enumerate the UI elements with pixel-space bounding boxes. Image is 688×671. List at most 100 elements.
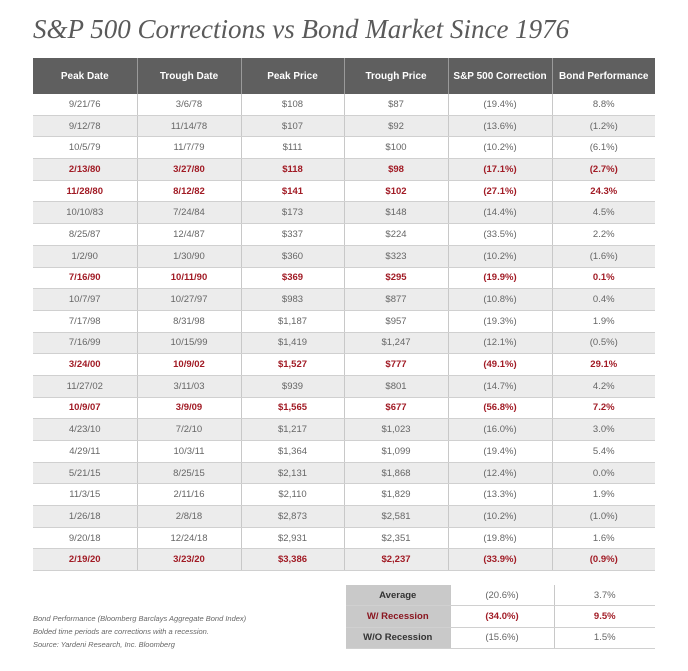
cell-peak-date: 7/16/99 xyxy=(33,332,138,355)
cell-sp500-correction: (13.3%) xyxy=(448,483,553,507)
cell-sp500-correction: (19.8%) xyxy=(448,527,553,550)
cell-trough-price: $323 xyxy=(344,245,449,268)
cell-peak-price: $3,386 xyxy=(241,548,345,572)
table-row: 10/7/97 10/27/97 $983 $877 (10.8%) 0.4% xyxy=(33,288,655,311)
cell-trough-date: 1/30/90 xyxy=(137,245,242,268)
cell-trough-date: 11/14/78 xyxy=(137,115,242,138)
summary-label: Average xyxy=(346,585,451,607)
cell-peak-date: 7/17/98 xyxy=(33,310,138,333)
table-row: 2/19/20 3/23/20 $3,386 $2,237 (33.9%) (0.9%) xyxy=(33,548,655,572)
cell-trough-date: 12/4/87 xyxy=(137,223,242,246)
cell-peak-price: $337 xyxy=(241,223,345,246)
table-row: 10/10/83 7/24/84 $173 $148 (14.4%) 4.5% xyxy=(33,201,655,225)
cell-bond-performance: (1.6%) xyxy=(552,245,655,268)
cell-peak-price: $141 xyxy=(241,180,345,203)
cell-trough-price: $1,023 xyxy=(344,418,449,441)
cell-peak-price: $2,873 xyxy=(241,505,345,528)
table-row: 11/3/15 2/11/16 $2,110 $1,829 (13.3%) 1.9% xyxy=(33,483,655,507)
table-row: 1/26/18 2/8/18 $2,873 $2,581 (10.2%) (1.0%) xyxy=(33,505,655,528)
cell-peak-date: 11/28/80 xyxy=(33,180,138,203)
cell-bond-performance: 1.9% xyxy=(552,310,655,333)
cell-peak-price: $118 xyxy=(241,158,345,181)
cell-trough-price: $148 xyxy=(344,201,449,225)
corrections-table: Peak Date Trough Date Peak Price Trough … xyxy=(33,58,655,572)
table-row: 7/17/98 8/31/98 $1,187 $957 (19.3%) 1.9% xyxy=(33,310,655,333)
cell-trough-date: 10/9/02 xyxy=(137,353,242,376)
table-row: 1/2/90 1/30/90 $360 $323 (10.2%) (1.6%) xyxy=(33,245,655,268)
table-row: 11/28/80 8/12/82 $141 $102 (27.1%) 24.3% xyxy=(33,180,655,203)
cell-bond-performance: 29.1% xyxy=(552,353,655,376)
cell-sp500-correction: (10.2%) xyxy=(448,505,553,528)
summary-bond: 3.7% xyxy=(554,585,655,607)
cell-trough-price: $957 xyxy=(344,310,449,333)
cell-peak-date: 1/26/18 xyxy=(33,505,138,528)
table-row: 9/20/18 12/24/18 $2,931 $2,351 (19.8%) 1.6% xyxy=(33,527,655,550)
footnote-recession: Bolded time periods are corrections with… xyxy=(33,627,209,636)
table-row: 7/16/99 10/15/99 $1,419 $1,247 (12.1%) (0.5%) xyxy=(33,332,655,355)
column-header-peak-date: Peak Date xyxy=(33,58,138,94)
cell-peak-price: $983 xyxy=(241,288,345,311)
cell-peak-date: 4/23/10 xyxy=(33,418,138,441)
cell-bond-performance: 1.9% xyxy=(552,483,655,507)
cell-sp500-correction: (27.1%) xyxy=(448,180,553,203)
cell-trough-price: $1,868 xyxy=(344,462,449,485)
cell-sp500-correction: (10.8%) xyxy=(448,288,553,311)
summary-table: Average (20.6%) 3.7% W/ Recession (34.0%) 9.5… xyxy=(346,585,655,649)
column-header-trough-date: Trough Date xyxy=(137,58,242,94)
cell-trough-date: 3/27/80 xyxy=(137,158,242,181)
cell-peak-price: $111 xyxy=(241,136,345,160)
cell-peak-date: 10/9/07 xyxy=(33,397,138,420)
cell-sp500-correction: (10.2%) xyxy=(448,136,553,160)
cell-trough-price: $777 xyxy=(344,353,449,376)
summary-bond: 1.5% xyxy=(554,627,655,649)
cell-trough-price: $224 xyxy=(344,223,449,246)
cell-bond-performance: 4.5% xyxy=(552,201,655,225)
cell-sp500-correction: (19.3%) xyxy=(448,310,553,333)
cell-trough-date: 3/23/20 xyxy=(137,548,242,572)
cell-trough-date: 8/25/15 xyxy=(137,462,242,485)
cell-peak-date: 5/21/15 xyxy=(33,462,138,485)
cell-bond-performance: 2.2% xyxy=(552,223,655,246)
cell-peak-price: $173 xyxy=(241,201,345,225)
cell-trough-price: $1,247 xyxy=(344,332,449,355)
table-header-row: Peak Date Trough Date Peak Price Trough … xyxy=(33,58,655,94)
cell-bond-performance: 5.4% xyxy=(552,440,655,463)
cell-peak-date: 1/2/90 xyxy=(33,245,138,268)
cell-peak-price: $108 xyxy=(241,94,345,116)
cell-sp500-correction: (19.4%) xyxy=(448,440,553,463)
cell-sp500-correction: (14.4%) xyxy=(448,201,553,225)
cell-bond-performance: 7.2% xyxy=(552,397,655,420)
page-title: S&P 500 Corrections vs Bond Market Since… xyxy=(33,14,570,44)
cell-bond-performance: 0.0% xyxy=(552,462,655,485)
cell-peak-date: 2/19/20 xyxy=(33,548,138,572)
table-row: 10/5/79 11/7/79 $111 $100 (10.2%) (6.1%) xyxy=(33,136,655,160)
summary-row: W/O Recession (15.6%) 1.5% xyxy=(346,627,655,649)
summary-row: Average (20.6%) 3.7% xyxy=(346,585,655,607)
column-header-trough-price: Trough Price xyxy=(344,58,449,94)
cell-sp500-correction: (49.1%) xyxy=(448,353,553,376)
cell-peak-date: 10/7/97 xyxy=(33,288,138,311)
cell-sp500-correction: (19.4%) xyxy=(448,94,553,116)
cell-bond-performance: (0.5%) xyxy=(552,332,655,355)
cell-trough-date: 10/27/97 xyxy=(137,288,242,311)
cell-peak-date: 2/13/80 xyxy=(33,158,138,181)
cell-trough-price: $2,351 xyxy=(344,527,449,550)
cell-bond-performance: (1.2%) xyxy=(552,115,655,138)
cell-sp500-correction: (10.2%) xyxy=(448,245,553,268)
cell-trough-date: 12/24/18 xyxy=(137,527,242,550)
summary-correction: (20.6%) xyxy=(450,585,555,607)
cell-peak-price: $2,931 xyxy=(241,527,345,550)
cell-trough-price: $295 xyxy=(344,267,449,290)
summary-bond: 9.5% xyxy=(554,605,655,628)
cell-peak-price: $107 xyxy=(241,115,345,138)
cell-peak-date: 3/24/00 xyxy=(33,353,138,376)
cell-peak-price: $1,364 xyxy=(241,440,345,463)
table-row: 9/12/78 11/14/78 $107 $92 (13.6%) (1.2%) xyxy=(33,115,655,138)
cell-peak-date: 8/25/87 xyxy=(33,223,138,246)
cell-peak-price: $2,110 xyxy=(241,483,345,507)
cell-peak-date: 11/3/15 xyxy=(33,483,138,507)
column-header-bond-performance: Bond Performance xyxy=(552,58,655,94)
cell-trough-price: $1,829 xyxy=(344,483,449,507)
cell-peak-price: $369 xyxy=(241,267,345,290)
cell-trough-price: $1,099 xyxy=(344,440,449,463)
